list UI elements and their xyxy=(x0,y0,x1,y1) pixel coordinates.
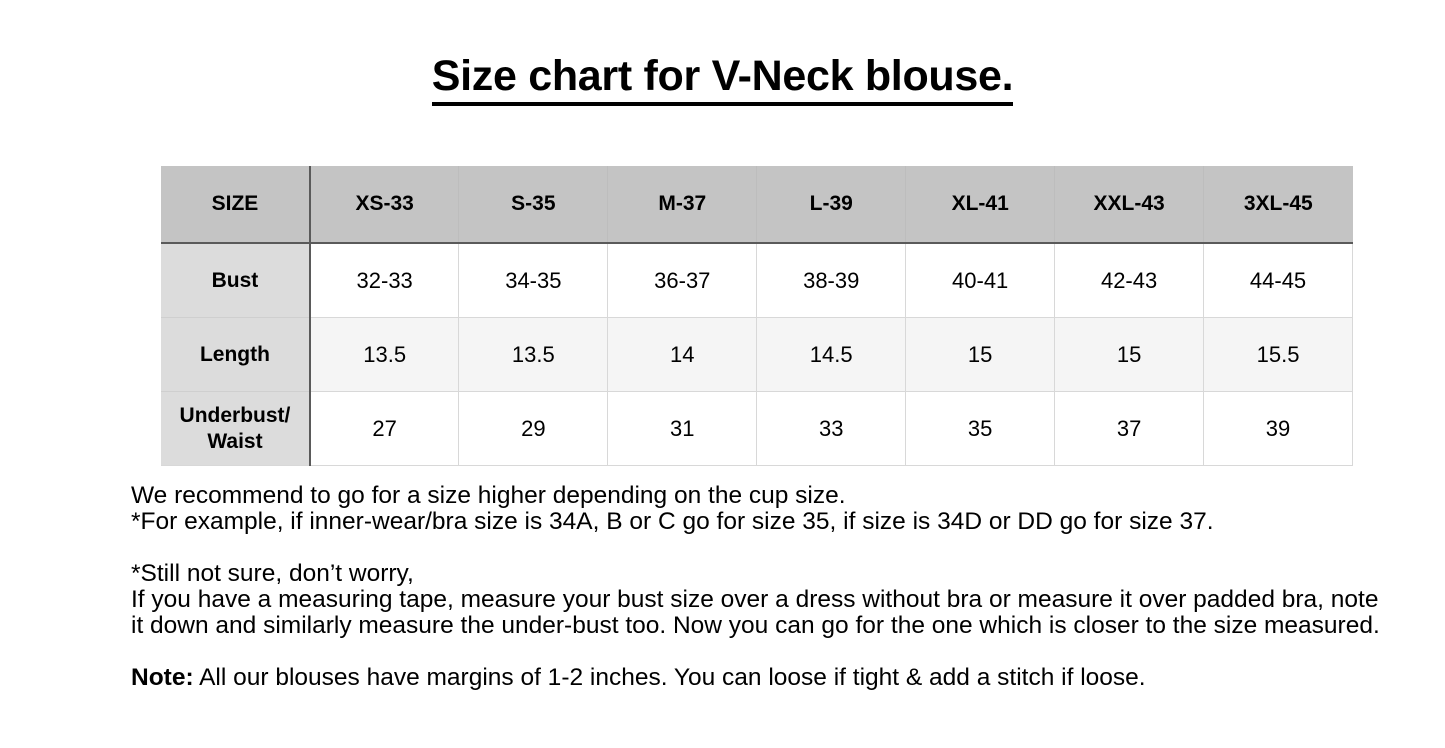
note-margin-text: All our blouses have margins of 1-2 inch… xyxy=(193,664,1146,691)
cell-bust-xl: 40-41 xyxy=(905,243,1056,318)
cell-length-xl: 15 xyxy=(905,317,1056,392)
cell-length-xs: 13.5 xyxy=(309,317,460,392)
header-cell-s: S-35 xyxy=(458,166,609,244)
note-line-underbust: it down and similarly measure the under-… xyxy=(131,612,1380,639)
header-cell-size: SIZE xyxy=(161,166,311,244)
cell-bust-xxl: 42-43 xyxy=(1054,243,1205,318)
row-label-length: Length xyxy=(161,317,311,392)
cell-underbust-3xl: 39 xyxy=(1203,391,1353,466)
cell-underbust-xl: 35 xyxy=(905,391,1056,466)
cell-bust-l: 38-39 xyxy=(756,243,907,318)
cell-length-3xl: 15.5 xyxy=(1203,317,1353,392)
size-chart-table: SIZE XS-33 S-35 M-37 L-39 XL-41 XXL-43 3… xyxy=(161,166,1353,466)
cell-underbust-l: 33 xyxy=(756,391,907,466)
cell-length-xxl: 15 xyxy=(1054,317,1205,392)
table-body: Bust 32-33 34-35 36-37 38-39 40-41 42-43… xyxy=(161,243,1353,466)
note-line-recommend: We recommend to go for a size higher dep… xyxy=(131,482,846,509)
cell-bust-m: 36-37 xyxy=(607,243,758,318)
cell-underbust-s: 29 xyxy=(458,391,609,466)
cell-underbust-xxl: 37 xyxy=(1054,391,1205,466)
header-cell-l: L-39 xyxy=(756,166,907,244)
cell-underbust-m: 31 xyxy=(607,391,758,466)
note-line-measuring-tape: If you have a measuring tape, measure yo… xyxy=(131,586,1379,613)
header-cell-xs: XS-33 xyxy=(309,166,460,244)
note-bold-prefix: Note: xyxy=(131,664,194,691)
row-label-underbust-line1: Underbust/ xyxy=(179,403,291,427)
table-row: Underbust/ Waist 27 29 31 33 35 37 39 xyxy=(161,391,1353,466)
note-paragraph-measuring: *Still not sure, don’t worry, If you hav… xyxy=(131,561,1391,639)
note-line-still-not-sure: *Still not sure, don’t worry, xyxy=(131,560,414,587)
cell-underbust-xs: 27 xyxy=(309,391,460,466)
header-cell-m: M-37 xyxy=(607,166,758,244)
table-header-row: SIZE XS-33 S-35 M-37 L-39 XL-41 XXL-43 3… xyxy=(161,166,1353,244)
row-label-underbust-line2: Waist xyxy=(207,429,263,453)
header-cell-xxl: XXL-43 xyxy=(1054,166,1205,244)
cell-length-l: 14.5 xyxy=(756,317,907,392)
note-paragraph-recommendation: We recommend to go for a size higher dep… xyxy=(131,483,1391,535)
page-title: Size chart for V-Neck blouse. xyxy=(0,52,1445,107)
note-line-example: *For example, if inner-wear/bra size is … xyxy=(131,508,1214,535)
table-row: Bust 32-33 34-35 36-37 38-39 40-41 42-43… xyxy=(161,243,1353,318)
cell-bust-xs: 32-33 xyxy=(309,243,460,318)
row-label-underbust-waist: Underbust/ Waist xyxy=(161,391,311,466)
row-label-bust: Bust xyxy=(161,243,311,318)
header-cell-3xl: 3XL-45 xyxy=(1203,166,1353,244)
note-paragraph-margins: Note: All our blouses have margins of 1-… xyxy=(131,665,1391,691)
note-line-note: Note: All our blouses have margins of 1-… xyxy=(131,665,1391,691)
table-header: SIZE XS-33 S-35 M-37 L-39 XL-41 XXL-43 3… xyxy=(161,166,1353,244)
cell-bust-s: 34-35 xyxy=(458,243,609,318)
page-title-text: Size chart for V-Neck blouse. xyxy=(431,53,1014,107)
cell-length-s: 13.5 xyxy=(458,317,609,392)
table-row: Length 13.5 13.5 14 14.5 15 15 15.5 xyxy=(161,317,1353,392)
cell-bust-3xl: 44-45 xyxy=(1203,243,1353,318)
notes-section: We recommend to go for a size higher dep… xyxy=(131,483,1391,691)
header-cell-xl: XL-41 xyxy=(905,166,1056,244)
cell-length-m: 14 xyxy=(607,317,758,392)
